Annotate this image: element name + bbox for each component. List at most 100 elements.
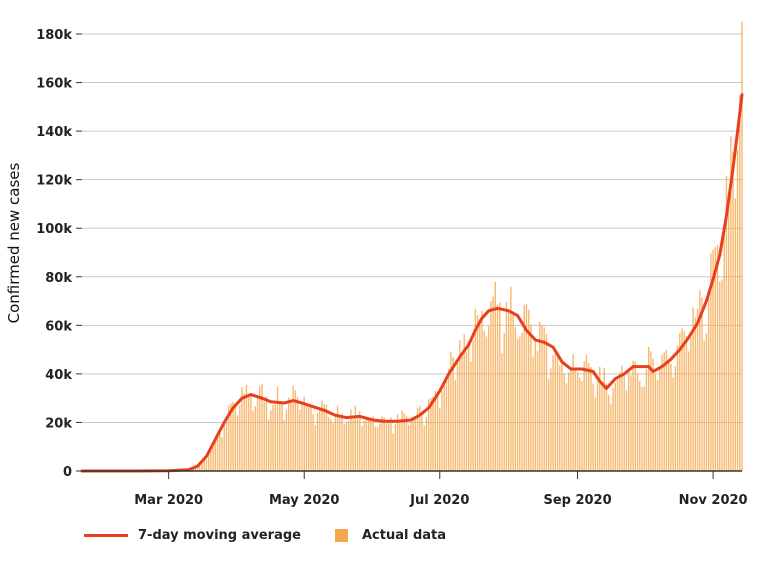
bar-daily-cases xyxy=(461,353,463,471)
bar-daily-cases xyxy=(599,366,601,471)
bar-daily-cases xyxy=(245,384,248,471)
bar-daily-cases xyxy=(692,307,694,471)
bar-daily-cases xyxy=(721,279,723,471)
bar-daily-cases xyxy=(612,388,614,471)
bar-daily-cases xyxy=(472,340,474,471)
bar-daily-cases xyxy=(321,400,323,471)
bar-daily-cases xyxy=(301,403,303,471)
bar-daily-cases xyxy=(463,334,465,471)
bar-daily-cases xyxy=(276,386,279,471)
bar-daily-cases xyxy=(392,433,394,471)
bar-daily-cases xyxy=(676,345,679,471)
bar-daily-cases xyxy=(494,281,497,471)
y-tick-label: 160k xyxy=(36,77,72,92)
bar-daily-cases xyxy=(281,402,283,471)
bar-daily-cases xyxy=(299,409,301,471)
bar-daily-cases xyxy=(279,403,281,471)
y-axis-label: Confirmed new cases xyxy=(5,162,23,323)
bar-daily-cases xyxy=(523,304,525,471)
bar-daily-cases xyxy=(616,380,619,471)
bar-daily-cases xyxy=(434,391,437,471)
bar-daily-cases xyxy=(727,201,730,471)
bar-daily-cases xyxy=(639,380,641,471)
y-tick-label: 120k xyxy=(36,174,72,189)
bar-daily-cases xyxy=(447,369,450,471)
bar-daily-cases xyxy=(227,405,230,471)
bar-daily-cases xyxy=(259,385,261,471)
bar-daily-cases xyxy=(423,425,425,471)
bar-daily-cases xyxy=(545,334,548,471)
bar-daily-cases xyxy=(725,175,728,471)
bar-daily-cases xyxy=(414,416,417,471)
bar-daily-cases xyxy=(445,377,448,471)
x-tick-label: May 2020 xyxy=(269,493,340,508)
bar-daily-cases xyxy=(410,422,412,471)
bar-daily-cases xyxy=(650,351,652,471)
bar-daily-cases xyxy=(587,363,590,471)
bar-daily-cases xyxy=(674,366,677,471)
bar-daily-cases xyxy=(665,350,668,471)
bar-daily-cases xyxy=(341,413,343,471)
bar-daily-cases xyxy=(345,422,348,471)
bar-daily-cases xyxy=(383,417,385,471)
bar-daily-cases xyxy=(514,327,517,471)
bar-daily-cases xyxy=(527,309,530,471)
bar-daily-cases xyxy=(521,332,523,471)
bar-daily-cases xyxy=(285,409,288,471)
x-tick-label: Sep 2020 xyxy=(543,493,611,508)
bar-daily-cases xyxy=(232,401,234,471)
bar-daily-cases xyxy=(572,354,574,471)
bar-daily-cases xyxy=(432,396,434,471)
bar-daily-cases xyxy=(219,430,221,471)
bar-daily-cases xyxy=(576,372,579,471)
bar-daily-cases xyxy=(663,351,665,471)
bar-daily-cases xyxy=(672,377,674,471)
bar-daily-cases xyxy=(214,437,217,471)
bar-daily-cases xyxy=(607,395,610,471)
bar-daily-cases xyxy=(327,417,330,471)
bar-daily-cases xyxy=(661,354,663,471)
bar-daily-cases xyxy=(194,467,197,471)
x-tick-label: Jul 2020 xyxy=(409,493,469,508)
bar-daily-cases xyxy=(256,395,259,471)
bar-daily-cases xyxy=(405,415,408,471)
bar-daily-cases xyxy=(647,346,650,471)
bar-daily-cases xyxy=(421,415,423,471)
bar-daily-cases xyxy=(592,383,594,471)
bar-daily-cases xyxy=(579,377,581,471)
bar-daily-cases xyxy=(267,419,270,471)
bar-daily-cases xyxy=(547,378,550,471)
bar-daily-cases xyxy=(205,459,208,471)
bar-daily-cases xyxy=(401,410,403,471)
bar-daily-cases xyxy=(254,406,257,471)
bar-daily-cases xyxy=(705,333,708,471)
bar-daily-cases xyxy=(427,399,430,471)
bar-daily-cases xyxy=(567,372,570,471)
bar-daily-cases xyxy=(403,412,405,471)
bar-daily-cases xyxy=(734,198,737,471)
bar-daily-cases xyxy=(390,417,392,471)
y-tick-label: 40k xyxy=(45,368,72,383)
bar-daily-cases xyxy=(359,411,361,471)
bar-daily-cases xyxy=(452,357,454,471)
bar-daily-cases xyxy=(696,308,699,471)
legend-label-moving-average: 7-day moving average xyxy=(138,528,301,543)
bar-daily-cases xyxy=(439,407,441,471)
legend: 7-day moving average Actual data xyxy=(84,528,480,543)
bar-daily-cases xyxy=(230,403,232,471)
bar-daily-cases xyxy=(370,418,372,471)
bar-daily-cases xyxy=(347,421,350,471)
bar-daily-cases xyxy=(192,468,194,471)
bar-daily-cases xyxy=(703,340,705,471)
bar-daily-cases xyxy=(601,384,603,471)
bar-daily-cases xyxy=(212,442,214,471)
bar-daily-cases xyxy=(381,416,383,471)
bar-daily-cases xyxy=(667,358,670,471)
bar-daily-cases xyxy=(274,404,277,471)
bar-daily-cases xyxy=(570,368,572,471)
bar-daily-cases xyxy=(716,244,719,471)
bar-daily-cases xyxy=(485,336,488,471)
bar-daily-cases xyxy=(312,414,314,471)
bar-daily-cases xyxy=(603,367,605,471)
bar-daily-cases xyxy=(634,361,637,471)
